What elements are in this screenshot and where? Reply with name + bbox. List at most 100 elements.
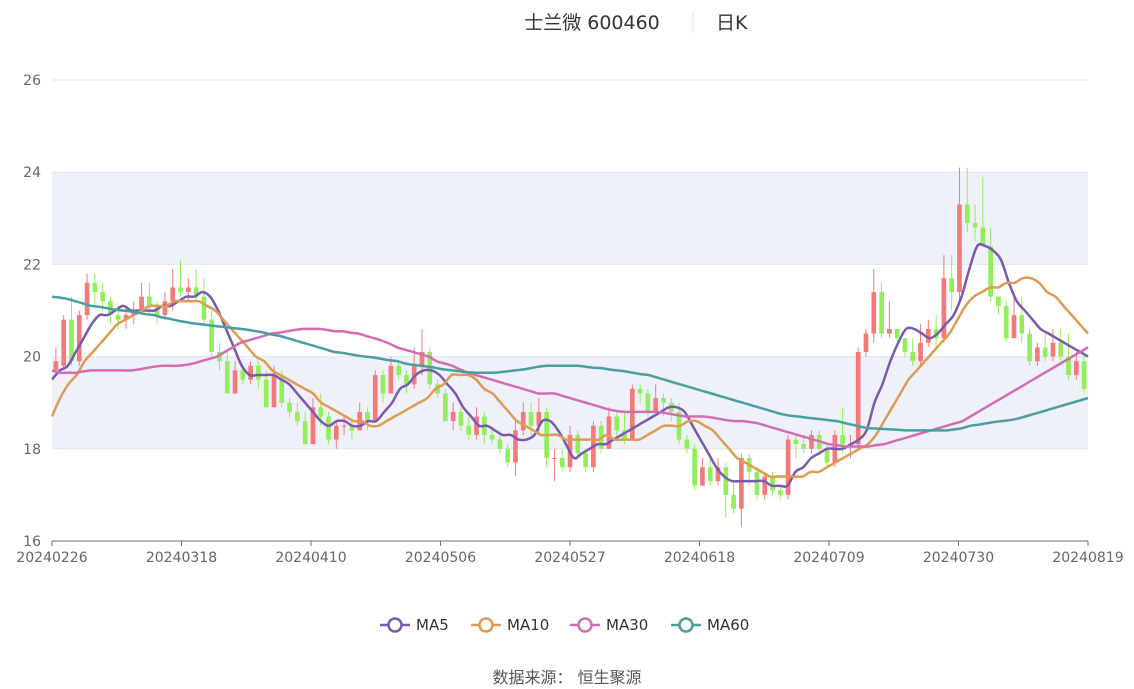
candle-body — [1027, 333, 1032, 362]
candle-body — [248, 365, 253, 380]
candle-body — [310, 407, 316, 445]
candle-body — [770, 476, 775, 491]
candle-body — [606, 416, 612, 449]
candle-body — [1003, 305, 1009, 339]
candle-body — [1042, 347, 1048, 357]
legend-item-ma10[interactable]: MA10 — [471, 616, 549, 634]
candle-body — [692, 448, 697, 486]
candle-body — [629, 388, 635, 440]
candle-body — [388, 365, 394, 394]
candle-body — [170, 287, 176, 302]
line-ma30 — [51, 327, 1089, 448]
candle-body — [614, 416, 620, 431]
candle-body — [513, 430, 518, 463]
candle-body — [715, 467, 721, 482]
candle-body — [147, 296, 152, 306]
candle-body — [863, 333, 869, 352]
chart-period: 日K — [716, 12, 748, 34]
x-tick-label: 20240527 — [534, 550, 605, 566]
y-tick-label: 16 — [23, 534, 41, 550]
candle-body — [941, 278, 947, 339]
candle-body — [115, 315, 121, 320]
candle-body — [372, 375, 378, 422]
legend-marker — [577, 617, 593, 633]
x-tick-label: 20240506 — [405, 550, 476, 566]
line-ma10 — [50, 276, 1089, 479]
legend-item-ma30[interactable]: MA30 — [570, 616, 648, 634]
candle-body — [762, 476, 768, 495]
candle-body — [536, 411, 542, 426]
candle-body — [575, 434, 581, 454]
candle-body — [972, 222, 978, 228]
candle-body — [443, 393, 448, 422]
candle-body — [707, 467, 713, 482]
candle-body — [263, 379, 269, 408]
candle-body — [474, 416, 479, 435]
candle-body — [552, 458, 557, 460]
candle-body — [279, 375, 285, 403]
candle-body — [1081, 361, 1087, 389]
candle-body — [785, 439, 791, 495]
candle-body — [1019, 315, 1025, 334]
candle-body — [1011, 315, 1017, 339]
candle-body — [1073, 361, 1079, 376]
candle-body — [458, 411, 464, 426]
x-tick-label: 20240318 — [146, 550, 217, 566]
candle-body — [583, 453, 588, 468]
candle-body — [988, 245, 993, 297]
candle-body — [777, 490, 783, 495]
candle-body — [295, 411, 300, 422]
candle-body — [69, 319, 74, 362]
candle-body — [53, 361, 59, 371]
candle-body — [100, 292, 105, 302]
x-axis: 20240226 20240318 20240410 20240506 20240527… — [16, 540, 1124, 566]
legend-label: MA5 — [416, 616, 449, 634]
candle-body — [318, 407, 324, 417]
candle-body — [489, 434, 495, 440]
candle-body — [419, 351, 425, 366]
y-tick-label: 20 — [23, 350, 41, 366]
chart-title: 士兰微 600460 — [524, 12, 660, 34]
candle-body — [879, 292, 884, 334]
candle-body — [333, 425, 339, 440]
candle-body — [902, 338, 908, 352]
candle-body — [466, 425, 472, 435]
x-tick-label: 20240410 — [275, 550, 346, 566]
y-band — [52, 172, 1088, 265]
candle-body — [918, 342, 923, 362]
candle-body — [809, 434, 814, 449]
candle-body — [201, 296, 207, 320]
candle-body — [326, 416, 331, 440]
candle-body — [232, 370, 238, 394]
candle-body — [1066, 356, 1071, 376]
legend-item-ma60[interactable]: MA60 — [671, 616, 749, 634]
x-tick-label: 20240226 — [16, 550, 87, 566]
candle-body — [497, 439, 503, 449]
candle-body — [754, 471, 760, 495]
candle-body — [520, 411, 526, 431]
y-axis-ticks: 16 18 20 22 24 26 — [23, 73, 41, 550]
y-bands — [52, 172, 1088, 449]
candle-body — [365, 411, 370, 422]
candle-body — [178, 287, 183, 293]
legend[interactable]: MA5 MA10 MA30 MA60 — [380, 616, 749, 634]
candle-body — [731, 494, 736, 509]
candle-body — [349, 425, 355, 431]
x-tick-label: 20240730 — [923, 550, 994, 566]
ma-lines — [50, 242, 1089, 488]
candle-body — [622, 430, 627, 440]
legend-marker — [478, 617, 494, 633]
candle-body — [302, 421, 308, 445]
candle-body — [123, 315, 129, 320]
candle-body — [653, 398, 659, 412]
y-tick-label: 24 — [23, 165, 41, 181]
candle-body — [256, 365, 261, 380]
line-ma60 — [51, 295, 1089, 432]
candle-body — [162, 301, 168, 316]
legend-item-ma5[interactable]: MA5 — [380, 616, 449, 634]
candle-body — [887, 328, 892, 334]
candle-body — [76, 315, 82, 362]
y-tick-label: 26 — [23, 73, 41, 89]
candle-body — [1050, 342, 1056, 357]
legend-label: MA60 — [707, 616, 749, 634]
